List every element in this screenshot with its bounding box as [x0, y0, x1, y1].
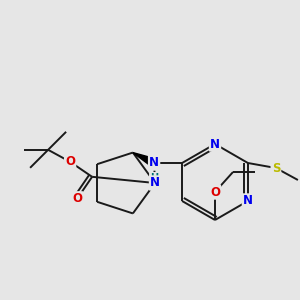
- Text: H: H: [150, 173, 158, 183]
- Text: N: N: [150, 176, 160, 190]
- Text: N: N: [149, 157, 159, 169]
- Text: O: O: [72, 192, 82, 205]
- Text: N: N: [243, 194, 253, 208]
- Polygon shape: [133, 153, 156, 167]
- Text: O: O: [65, 155, 75, 168]
- Text: S: S: [272, 161, 280, 175]
- Text: O: O: [210, 185, 220, 199]
- Text: N: N: [210, 137, 220, 151]
